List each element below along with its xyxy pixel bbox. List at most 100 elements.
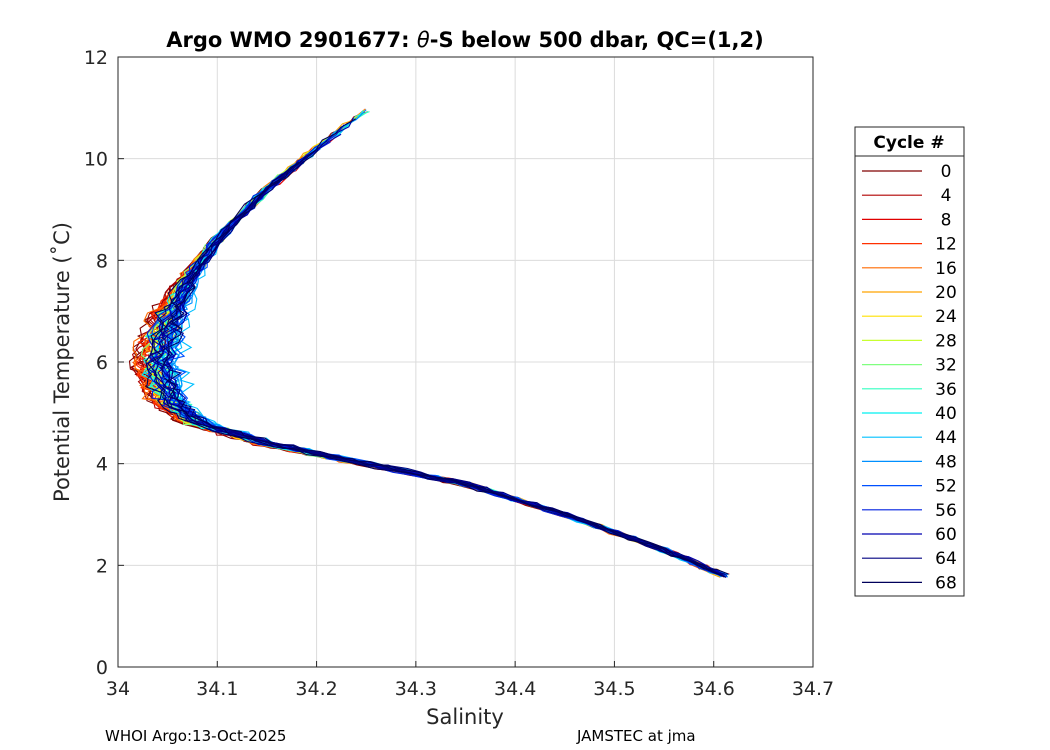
legend-label: 60: [935, 525, 957, 545]
plot-area-frame: [117, 56, 814, 668]
x-tick-label: 34: [106, 678, 130, 700]
profile-line: [145, 138, 723, 578]
legend-title: Cycle #: [873, 133, 944, 153]
x-tick-labels: 34 34.1 34.2 34.3 34.4 34.5 34.6 34.7: [106, 678, 834, 700]
profile-line: [145, 150, 722, 577]
legend-label: 0: [941, 162, 952, 182]
profile-line: [155, 111, 726, 575]
profile-line: [149, 173, 725, 575]
profile-line: [139, 140, 722, 577]
profile-line: [128, 119, 723, 576]
profile-line: [156, 168, 730, 575]
profile-line: [145, 118, 721, 576]
x-tick-label: 34.3: [395, 678, 437, 700]
legend-label: 28: [935, 331, 957, 351]
profile-line: [156, 160, 725, 575]
profile-line: [155, 130, 727, 578]
profile-line: [143, 138, 720, 575]
profile-line: [158, 109, 725, 575]
profile-line: [147, 161, 726, 578]
legend-label: 16: [935, 259, 957, 279]
profile-line: [157, 109, 726, 578]
footer-right: JAMSTEC at jma: [576, 727, 696, 745]
y-tick-labels: 0 2 4 6 8 10 12: [84, 47, 108, 679]
legend-label: 48: [935, 452, 957, 472]
profile-line: [147, 182, 726, 577]
profile-line: [155, 174, 725, 576]
profile-line: [150, 167, 724, 578]
legend-label: 64: [935, 549, 957, 569]
profile-line: [152, 126, 725, 576]
profile-line: [138, 108, 721, 577]
profile-line: [132, 153, 721, 577]
x-tick-label: 34.5: [593, 678, 635, 700]
legend-label: 4: [941, 186, 952, 206]
legend-label: 68: [935, 573, 957, 593]
profile-line: [151, 134, 723, 575]
legend-label: 40: [935, 404, 957, 424]
profile-line: [169, 148, 725, 575]
profile-line: [155, 169, 722, 577]
profile-line: [144, 125, 721, 578]
legend-label: 32: [935, 356, 957, 376]
profile-line: [150, 147, 725, 576]
profile-line: [157, 169, 727, 577]
y-tick-label: 12: [84, 47, 108, 69]
grid-lines: [117, 56, 814, 668]
profile-line: [150, 167, 722, 575]
x-tick-label: 34.1: [196, 678, 238, 700]
profile-line: [141, 155, 722, 576]
x-tick-label: 34.2: [295, 678, 337, 700]
legend-label: 52: [935, 477, 957, 497]
profile-line: [155, 139, 727, 578]
y-tick-label: 10: [84, 149, 108, 171]
legend-label: 36: [935, 380, 957, 400]
profile-line: [161, 110, 724, 575]
profile-line: [146, 124, 724, 577]
legend-label: 56: [935, 501, 957, 521]
profile-line: [134, 134, 722, 575]
profile-line: [158, 111, 729, 578]
x-tick-label: 34.7: [792, 678, 834, 700]
profile-line: [146, 119, 723, 576]
footer-left: WHOI Argo:13-Oct-2025: [105, 727, 286, 745]
y-axis-label: Potential Temperature (˚C): [50, 222, 74, 502]
y-tick-label: 2: [96, 555, 108, 577]
x-tick-label: 34.6: [693, 678, 735, 700]
profile-line: [164, 175, 727, 575]
profile-line: [155, 169, 728, 578]
profile-line: [159, 160, 724, 576]
profile-line: [141, 111, 727, 578]
y-tick-label: 4: [96, 454, 108, 476]
profile-line: [152, 180, 720, 576]
profile-line: [161, 173, 725, 578]
legend-label: 24: [935, 307, 957, 327]
profile-line: [167, 159, 724, 575]
profile-lines: [128, 108, 730, 578]
profile-line: [174, 117, 729, 576]
profile-line: [165, 162, 726, 578]
x-axis-label: Salinity: [426, 705, 504, 729]
legend-box: [854, 126, 965, 597]
profile-line: [129, 154, 722, 575]
legend-label: 44: [935, 428, 957, 448]
profile-line: [160, 167, 724, 576]
chart-title: Argo WMO 2901677: θ-S below 500 dbar, QC…: [166, 28, 763, 52]
profile-line: [160, 174, 726, 575]
profile-line: [138, 111, 722, 578]
legend-label: 20: [935, 283, 957, 303]
profile-line: [131, 118, 723, 575]
y-tick-label: 6: [96, 352, 108, 374]
profile-line: [149, 117, 722, 575]
legend: Cycle # 04812162024283236404448525660646…: [854, 126, 965, 597]
profile-line: [160, 175, 722, 578]
legend-label: 8: [941, 210, 952, 230]
y-tick-label: 8: [96, 250, 108, 272]
y-tick-label: 0: [96, 657, 108, 679]
x-tick-label: 34.4: [494, 678, 536, 700]
legend-label: 12: [935, 235, 957, 255]
profile-line: [132, 163, 722, 576]
profile-line: [148, 175, 724, 576]
